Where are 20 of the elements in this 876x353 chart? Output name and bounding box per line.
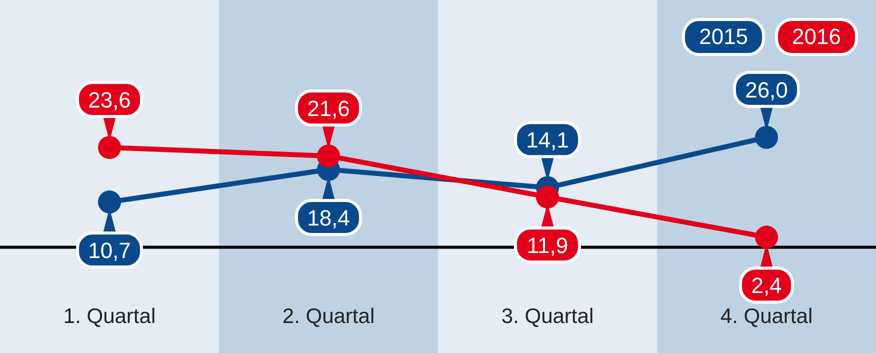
- x-tick-label: 3. Quartal: [501, 304, 594, 328]
- data-label: 26,0: [745, 77, 788, 102]
- data-label: 23,6: [88, 88, 131, 113]
- text: 2016: [775, 18, 858, 56]
- point: [317, 144, 340, 168]
- data-label: 14,1: [526, 128, 569, 153]
- text: 2015: [682, 18, 766, 56]
- point: [536, 185, 559, 208]
- data-label: 21,6: [307, 96, 350, 121]
- x-tick-label: 1. Quartal: [63, 304, 156, 328]
- x-tick-label: 4. Quartal: [720, 304, 813, 328]
- data-label: 2,4: [751, 273, 782, 298]
- point: [755, 226, 778, 249]
- x-tick-label: 2. Quartal: [282, 304, 375, 328]
- data-label: 18,4: [307, 205, 350, 230]
- point: [98, 136, 121, 160]
- point: [98, 190, 121, 214]
- data-label: 10,7: [88, 238, 131, 264]
- data-label: 11,9: [526, 232, 568, 258]
- point: [755, 126, 778, 149]
